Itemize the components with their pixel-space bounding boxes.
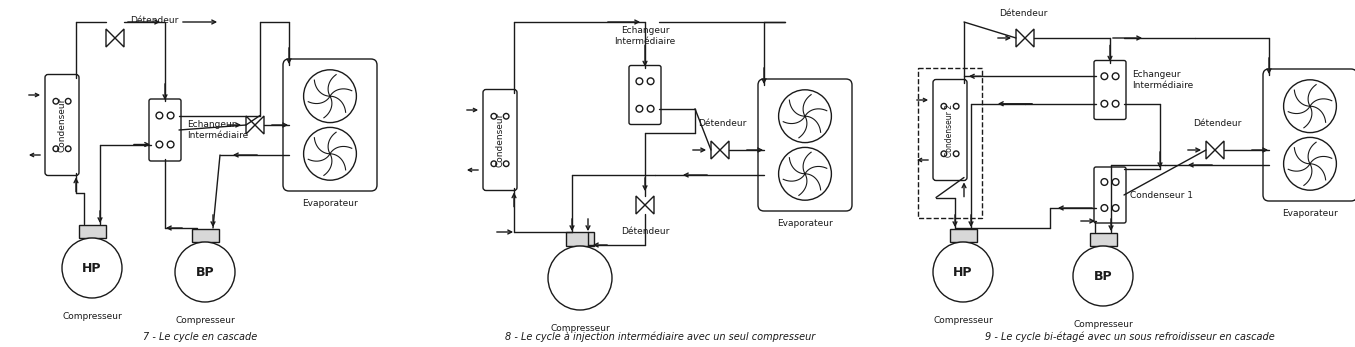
Circle shape <box>954 103 959 109</box>
Polygon shape <box>255 116 264 134</box>
Polygon shape <box>645 196 654 214</box>
Circle shape <box>1112 73 1119 79</box>
Circle shape <box>304 127 356 180</box>
Circle shape <box>940 151 947 156</box>
Text: Compresseur: Compresseur <box>550 324 610 333</box>
Circle shape <box>1112 205 1119 211</box>
Text: Echangeur
Intermédiaire: Echangeur Intermédiaire <box>187 120 248 140</box>
Text: Détendeur: Détendeur <box>1192 119 1241 128</box>
FancyBboxPatch shape <box>757 79 852 211</box>
FancyBboxPatch shape <box>283 59 377 191</box>
Text: Condenseur: Condenseur <box>57 98 66 152</box>
Circle shape <box>954 151 959 156</box>
Polygon shape <box>1215 141 1224 159</box>
Bar <box>950 229 977 242</box>
Text: BP: BP <box>195 265 214 279</box>
Bar <box>191 229 218 242</box>
Circle shape <box>940 103 947 109</box>
Text: Compresseur: Compresseur <box>175 316 234 325</box>
Circle shape <box>635 105 642 112</box>
Circle shape <box>1283 80 1336 133</box>
Bar <box>1089 232 1117 246</box>
Text: Détendeur: Détendeur <box>621 227 669 236</box>
Bar <box>565 231 595 246</box>
FancyBboxPatch shape <box>934 79 967 180</box>
Text: Compresseur: Compresseur <box>62 312 122 321</box>
Circle shape <box>1102 100 1108 107</box>
Text: 9 - Le cycle bi-étagé avec un sous refroidisseur en cascade: 9 - Le cycle bi-étagé avec un sous refro… <box>985 331 1275 342</box>
Circle shape <box>635 78 642 85</box>
Polygon shape <box>106 29 115 47</box>
Text: Condenseur 1: Condenseur 1 <box>1130 191 1192 200</box>
Circle shape <box>779 90 832 143</box>
Circle shape <box>65 99 70 104</box>
Text: Détendeur: Détendeur <box>698 119 747 128</box>
Circle shape <box>1102 73 1108 79</box>
Circle shape <box>1112 179 1119 185</box>
Polygon shape <box>1016 29 1024 47</box>
FancyBboxPatch shape <box>149 99 182 161</box>
FancyBboxPatch shape <box>1093 167 1126 223</box>
Circle shape <box>1102 179 1108 185</box>
FancyBboxPatch shape <box>1263 69 1355 201</box>
Circle shape <box>648 105 654 112</box>
Circle shape <box>934 242 993 302</box>
Polygon shape <box>720 141 729 159</box>
Circle shape <box>65 146 70 152</box>
Circle shape <box>779 147 832 200</box>
Circle shape <box>167 141 173 148</box>
Polygon shape <box>711 141 720 159</box>
Bar <box>917 68 982 218</box>
Text: 7 - Le cycle en cascade: 7 - Le cycle en cascade <box>142 332 257 342</box>
Text: Evaporateur: Evaporateur <box>302 199 358 208</box>
Polygon shape <box>115 29 125 47</box>
Text: BP: BP <box>1093 270 1112 282</box>
Text: 8 - Le cycle à injection intermédiaire avec un seul compresseur: 8 - Le cycle à injection intermédiaire a… <box>505 331 816 342</box>
Text: Détendeur: Détendeur <box>130 16 179 25</box>
Circle shape <box>175 242 234 302</box>
Text: Echangeur
Intermédiaire: Echangeur Intermédiaire <box>1131 70 1194 90</box>
Circle shape <box>1283 137 1336 190</box>
Text: HP: HP <box>83 262 102 274</box>
Text: Condenseur: Condenseur <box>496 113 504 167</box>
Text: Condenseur 2: Condenseur 2 <box>946 103 954 156</box>
Text: HP: HP <box>954 265 973 279</box>
Text: Compresseur: Compresseur <box>1073 320 1133 329</box>
Circle shape <box>1102 205 1108 211</box>
Circle shape <box>62 238 122 298</box>
FancyBboxPatch shape <box>482 90 518 191</box>
Text: Echangeur
Intermédiaire: Echangeur Intermédiaire <box>614 26 676 45</box>
Bar <box>79 225 106 238</box>
Circle shape <box>53 146 58 152</box>
Circle shape <box>156 141 163 148</box>
Circle shape <box>1112 100 1119 107</box>
Text: Détendeur: Détendeur <box>999 9 1047 18</box>
Circle shape <box>491 161 497 167</box>
FancyBboxPatch shape <box>1093 60 1126 119</box>
Circle shape <box>547 246 612 310</box>
Circle shape <box>648 78 654 85</box>
Circle shape <box>503 113 509 119</box>
Circle shape <box>491 113 497 119</box>
Circle shape <box>167 112 173 119</box>
FancyBboxPatch shape <box>45 75 79 176</box>
Polygon shape <box>635 196 645 214</box>
Text: Compresseur: Compresseur <box>934 316 993 325</box>
Circle shape <box>156 112 163 119</box>
Circle shape <box>503 161 509 167</box>
Polygon shape <box>247 116 255 134</box>
FancyBboxPatch shape <box>629 66 661 125</box>
Circle shape <box>53 99 58 104</box>
Text: Evaporateur: Evaporateur <box>778 219 833 228</box>
Text: Evaporateur: Evaporateur <box>1282 209 1337 218</box>
Circle shape <box>1073 246 1133 306</box>
Circle shape <box>304 70 356 122</box>
Polygon shape <box>1024 29 1034 47</box>
Polygon shape <box>1206 141 1215 159</box>
